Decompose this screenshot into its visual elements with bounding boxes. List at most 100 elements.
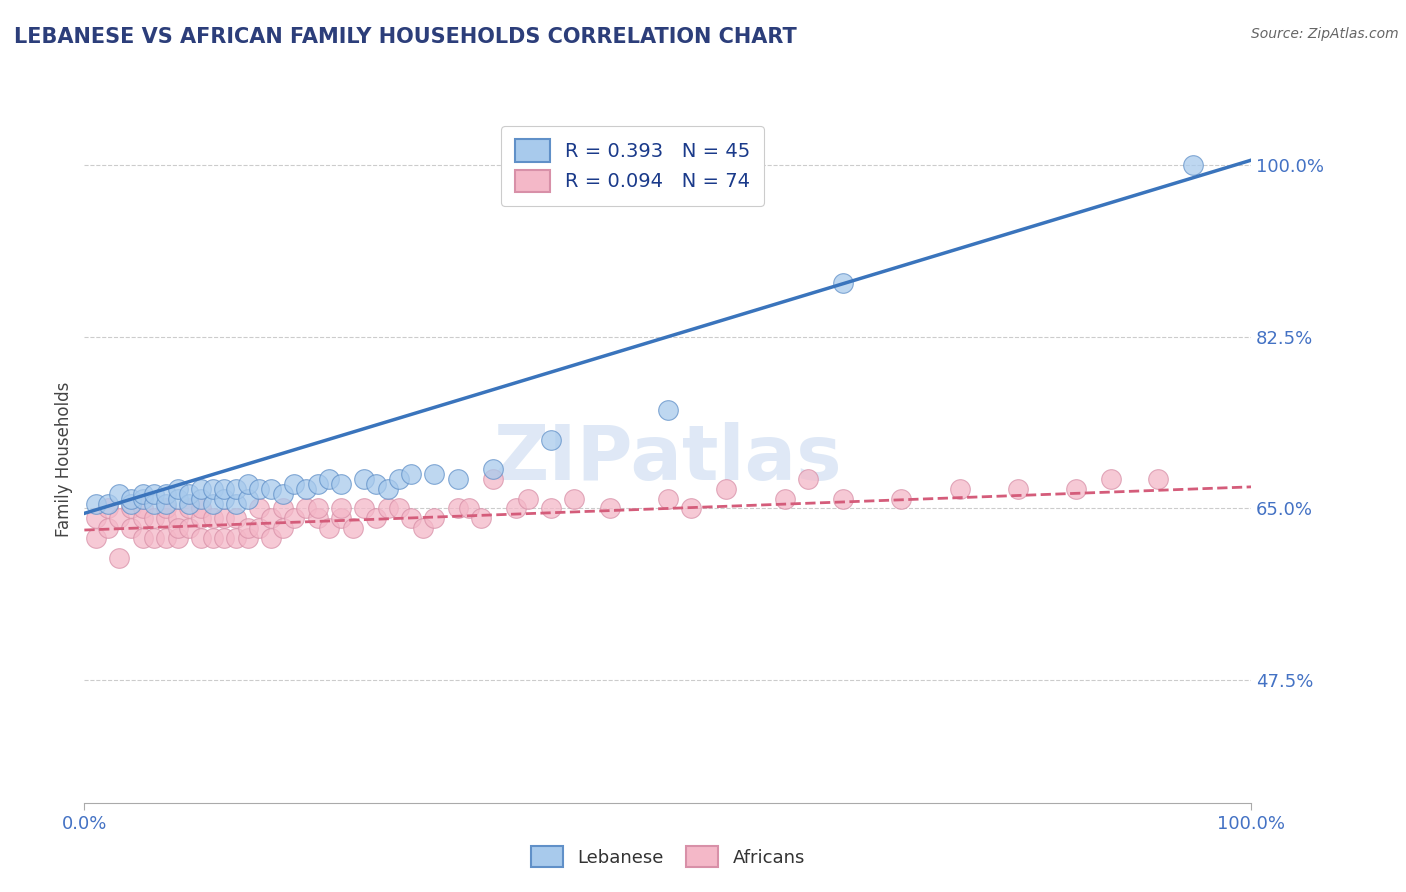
Point <box>225 511 247 525</box>
Point <box>84 531 107 545</box>
Point <box>214 482 236 496</box>
Point <box>108 511 131 525</box>
Point <box>247 521 270 535</box>
Point <box>283 511 305 525</box>
Point <box>399 511 422 525</box>
Point <box>236 521 259 535</box>
Point <box>166 491 188 506</box>
Point <box>190 491 212 506</box>
Point <box>97 497 120 511</box>
Point <box>1066 482 1088 496</box>
Point <box>366 511 388 525</box>
Point <box>330 511 353 525</box>
Point <box>155 531 177 545</box>
Point <box>190 482 212 496</box>
Point <box>190 531 212 545</box>
Point <box>832 491 855 506</box>
Point <box>214 491 236 506</box>
Point <box>481 472 505 486</box>
Point <box>132 511 155 525</box>
Point <box>470 511 492 525</box>
Text: LEBANESE VS AFRICAN FAMILY HOUSEHOLDS CORRELATION CHART: LEBANESE VS AFRICAN FAMILY HOUSEHOLDS CO… <box>14 27 797 46</box>
Point <box>143 497 166 511</box>
Point <box>481 462 505 476</box>
Y-axis label: Family Households: Family Households <box>55 382 73 537</box>
Point <box>271 487 294 501</box>
Point <box>283 477 305 491</box>
Point <box>318 521 340 535</box>
Point <box>271 521 294 535</box>
Text: Source: ZipAtlas.com: Source: ZipAtlas.com <box>1251 27 1399 41</box>
Point <box>108 550 131 565</box>
Point <box>388 472 411 486</box>
Point <box>307 511 329 525</box>
Point <box>447 472 470 486</box>
Point <box>260 511 283 525</box>
Point <box>307 477 329 491</box>
Point <box>97 501 120 516</box>
Point <box>564 491 586 506</box>
Point <box>366 477 388 491</box>
Point <box>190 501 212 516</box>
Point <box>166 511 188 525</box>
Point <box>179 487 201 501</box>
Point <box>179 501 201 516</box>
Point <box>166 521 188 535</box>
Point <box>716 482 738 496</box>
Point <box>155 487 177 501</box>
Point <box>236 477 259 491</box>
Point <box>201 531 224 545</box>
Point <box>143 511 166 525</box>
Point <box>179 497 201 511</box>
Point <box>797 472 820 486</box>
Point <box>399 467 422 482</box>
Point <box>353 501 375 516</box>
Point <box>1147 472 1170 486</box>
Point <box>214 531 236 545</box>
Point <box>540 433 562 447</box>
Point <box>330 501 353 516</box>
Point <box>773 491 796 506</box>
Point <box>84 511 107 525</box>
Point <box>657 491 679 506</box>
Point <box>657 403 679 417</box>
Point <box>247 482 270 496</box>
Point <box>388 501 411 516</box>
Point <box>179 521 201 535</box>
Point <box>132 491 155 506</box>
Point <box>201 482 224 496</box>
Point <box>260 531 283 545</box>
Point <box>84 497 107 511</box>
Point <box>132 531 155 545</box>
Point <box>412 521 434 535</box>
Point <box>236 491 259 506</box>
Point <box>236 531 259 545</box>
Point <box>132 501 155 516</box>
Point <box>166 482 188 496</box>
Point <box>120 521 142 535</box>
Point <box>307 501 329 516</box>
Legend: Lebanese, Africans: Lebanese, Africans <box>522 838 814 876</box>
Point <box>120 497 142 511</box>
Point <box>155 501 177 516</box>
Point <box>155 511 177 525</box>
Point <box>318 472 340 486</box>
Point <box>505 501 527 516</box>
Point <box>447 501 470 516</box>
Point <box>295 501 318 516</box>
Point <box>155 497 177 511</box>
Point <box>377 501 399 516</box>
Point <box>890 491 912 506</box>
Point <box>599 501 621 516</box>
Point <box>201 511 224 525</box>
Point <box>214 511 236 525</box>
Point <box>1099 472 1122 486</box>
Point <box>190 511 212 525</box>
Point <box>681 501 703 516</box>
Point <box>330 477 353 491</box>
Point <box>120 501 142 516</box>
Point <box>342 521 364 535</box>
Point <box>166 531 188 545</box>
Point <box>516 491 538 506</box>
Point <box>225 497 247 511</box>
